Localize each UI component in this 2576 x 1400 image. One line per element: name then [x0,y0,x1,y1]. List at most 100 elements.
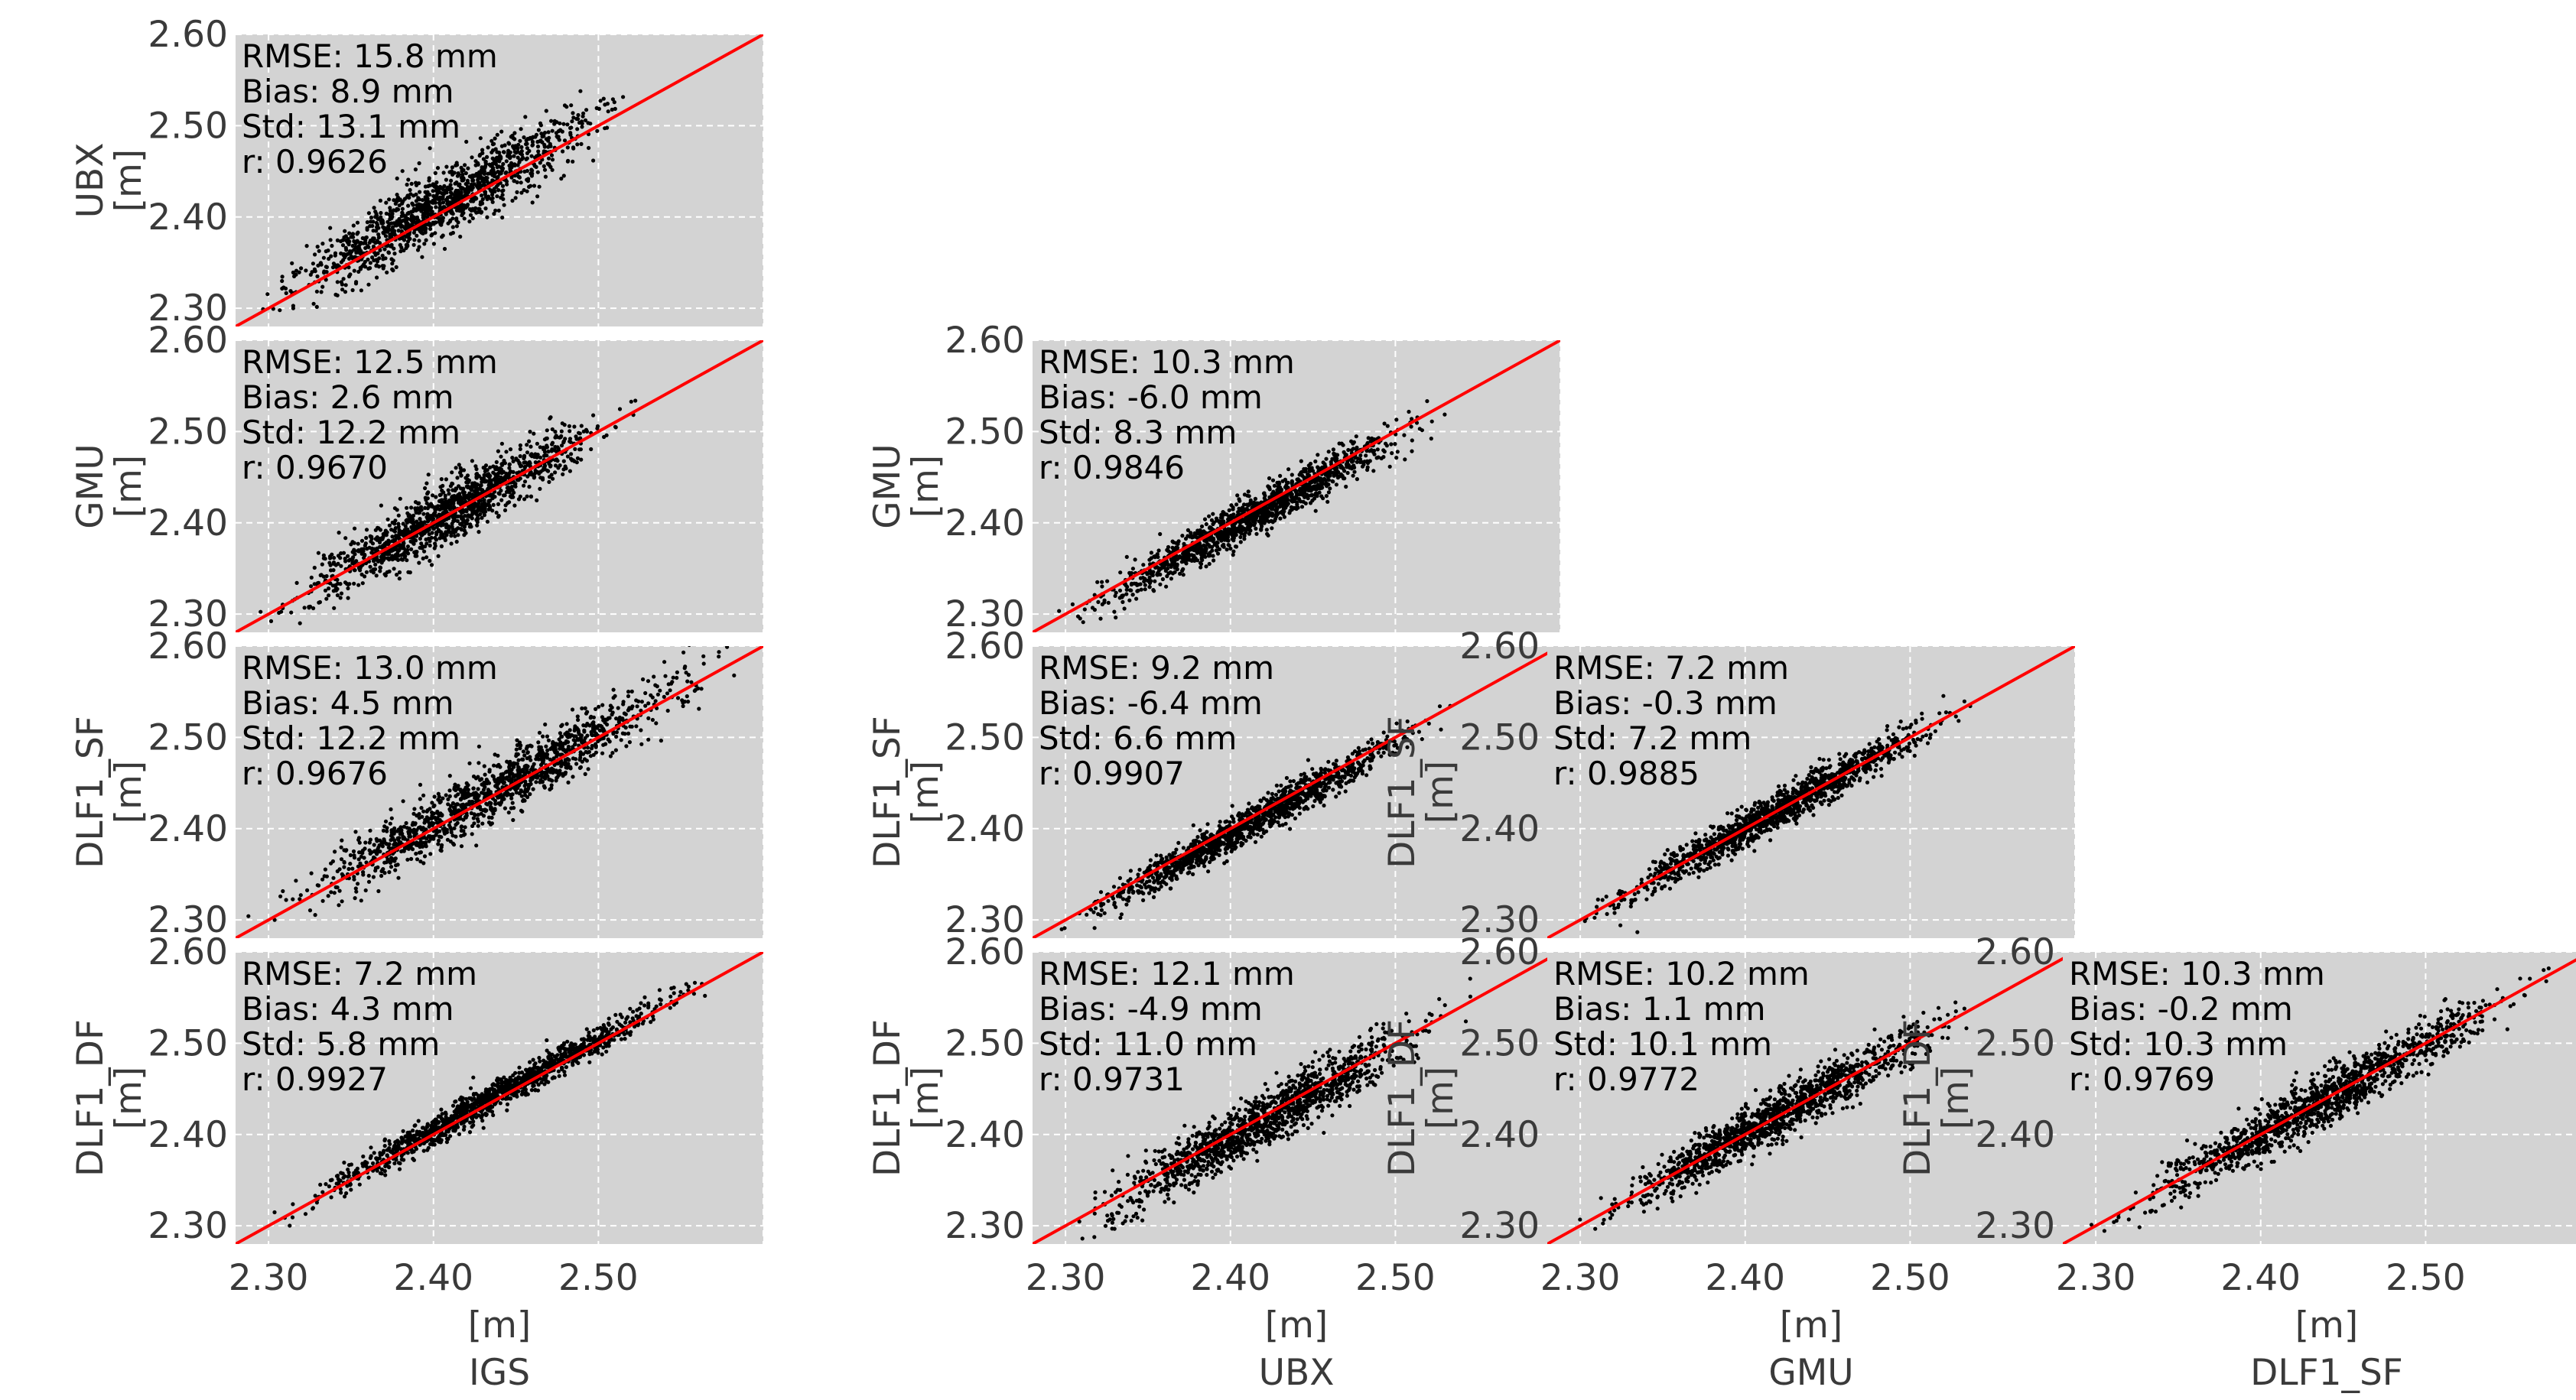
data-point [493,467,498,472]
data-point [482,476,486,480]
data-point [409,525,414,530]
data-point [338,596,343,600]
data-point [396,544,402,548]
data-point [427,503,431,508]
data-point [610,97,616,102]
data-point [583,118,588,122]
data-point [515,190,519,194]
data-point [382,247,387,252]
data-point [406,210,411,215]
data-point [574,116,579,121]
data-point [1102,598,1107,603]
data-point [1181,567,1186,572]
data-point [471,816,476,820]
data-point [433,541,437,546]
data-point [356,541,360,546]
data-point [280,286,285,291]
data-point [411,242,416,247]
data-point [370,255,375,260]
data-point [374,264,379,268]
data-point [343,536,348,541]
y-tick-label: 2.60 [945,320,1025,362]
data-point [613,748,619,752]
data-point [356,583,361,587]
data-point [1314,487,1319,492]
data-point [1164,584,1169,589]
data-point [591,715,597,719]
data-point [427,821,432,826]
data-point [320,877,325,882]
data-point [454,466,458,470]
data-point [626,694,631,699]
data-point [379,210,383,216]
data-point [419,508,424,512]
data-point [1096,599,1101,605]
data-point [478,136,483,141]
data-point [395,862,400,867]
data-point [538,486,542,492]
data-point [1336,475,1341,479]
data-point [545,453,549,458]
data-point [1319,494,1324,499]
data-point [429,233,434,238]
data-point [681,650,686,655]
data-point [571,458,576,463]
data-point [542,757,546,762]
data-point [1313,508,1318,513]
data-point [501,197,506,201]
data-point [386,224,391,229]
data-point [379,840,384,845]
data-point [732,673,737,678]
data-point [488,465,493,469]
data-point [553,458,558,463]
data-point [372,849,377,853]
data-point [324,265,329,269]
data-point [459,528,464,532]
data-point [304,268,308,273]
data-point [1149,579,1153,583]
data-point [550,167,555,172]
data-point [486,145,490,150]
data-point [517,160,522,164]
data-point [1267,495,1272,500]
data-point [639,708,643,713]
data-point [454,180,459,185]
data-point [1221,510,1225,515]
data-point [542,131,548,135]
data-point [403,554,408,558]
data-point [405,239,411,244]
data-point [594,750,599,755]
data-point [561,774,565,778]
data-point [1266,533,1270,538]
data-point [442,184,447,188]
stat-bias: Bias: -6.0 mm [1039,378,1263,416]
data-point [277,610,281,616]
data-point [510,801,515,805]
data-point [406,203,411,208]
data-point [529,444,533,449]
data-point [671,675,675,680]
data-point [422,214,427,219]
data-point [324,270,329,274]
data-point [338,582,343,586]
data-point [402,238,407,242]
data-point [506,148,511,153]
data-point [507,487,512,492]
data-point [490,138,494,143]
data-point [335,885,340,890]
data-point [495,150,499,154]
data-point [413,500,418,505]
data-point [372,843,376,847]
data-point [685,694,689,699]
data-point [447,492,451,496]
stat-rmse: RMSE: 12.5 mm [242,343,498,381]
data-point [503,508,508,513]
data-point [1228,546,1233,551]
data-point [1232,531,1237,536]
data-point [559,443,564,448]
data-point [1355,447,1359,451]
data-point [424,555,429,560]
data-point [1206,552,1211,557]
data-point [633,398,638,403]
data-point [1160,577,1165,582]
